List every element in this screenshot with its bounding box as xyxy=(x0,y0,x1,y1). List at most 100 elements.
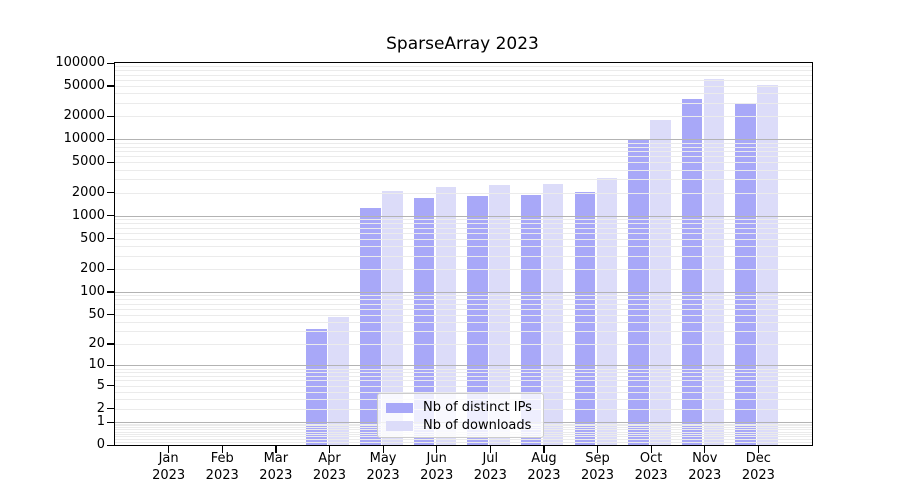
minor-gridline xyxy=(115,246,812,248)
minor-gridline xyxy=(115,255,812,257)
y-tick-label: 0 xyxy=(96,437,105,452)
minor-gridline xyxy=(115,162,812,164)
minor-gridline xyxy=(115,223,812,225)
y-tick-mark xyxy=(107,215,114,217)
x-tick-mark xyxy=(489,446,491,453)
x-tick-mark xyxy=(168,446,170,453)
y-tick-label: 1 xyxy=(96,414,105,429)
minor-gridline xyxy=(115,438,812,440)
bar-distinct-ips xyxy=(306,329,327,445)
y-tick-label: 100000 xyxy=(55,55,105,70)
minor-gridline xyxy=(115,179,812,181)
y-tick-mark xyxy=(107,161,114,164)
legend-label: Nb of downloads xyxy=(423,418,532,433)
minor-gridline xyxy=(115,227,812,229)
y-tick-label: 100 xyxy=(80,283,105,299)
y-tick-mark xyxy=(107,291,114,293)
minor-gridline xyxy=(115,142,812,144)
y-tick-label: 10000 xyxy=(63,131,105,147)
minor-gridline xyxy=(115,151,812,153)
x-tick-mark xyxy=(650,446,652,453)
x-tick-mark xyxy=(436,446,438,453)
bar-distinct-ips xyxy=(413,198,435,445)
legend-label: Nb of distinct IPs xyxy=(423,400,532,415)
bar-downloads xyxy=(703,78,725,445)
x-tick-mark xyxy=(757,446,760,453)
minor-gridline xyxy=(115,66,812,68)
y-tick-label: 5 xyxy=(96,377,105,393)
minor-gridline xyxy=(115,116,812,118)
legend-swatch xyxy=(386,402,413,413)
y-tick-label: 10 xyxy=(88,357,105,373)
minor-gridline xyxy=(115,232,812,234)
minor-gridline xyxy=(115,295,812,297)
y-tick-label: 50000 xyxy=(63,77,105,93)
x-tick-mark xyxy=(221,446,223,453)
y-tick-mark xyxy=(107,268,114,270)
y-tick-label: 20 xyxy=(88,335,105,351)
minor-gridline xyxy=(115,238,812,240)
y-tick-label: 20000 xyxy=(63,108,105,124)
bar-distinct-ips xyxy=(681,98,703,445)
minor-gridline xyxy=(115,331,812,333)
y-tick-mark xyxy=(107,314,114,316)
y-tick-label: 200 xyxy=(80,261,105,277)
minor-gridline xyxy=(115,192,812,194)
plot-area xyxy=(114,62,813,446)
minor-gridline xyxy=(115,441,812,443)
x-tick-mark xyxy=(328,446,331,453)
bar-downloads xyxy=(596,178,618,445)
x-tick-label: Oct 2023 xyxy=(634,451,668,483)
x-tick-label: Apr 2023 xyxy=(312,451,346,483)
x-tick-label: Jul 2023 xyxy=(473,451,507,483)
major-gridline xyxy=(115,291,812,293)
major-gridline xyxy=(115,215,812,217)
x-tick-label: Feb 2023 xyxy=(205,451,239,483)
minor-gridline xyxy=(115,74,812,76)
x-tick-label: Jan 2023 xyxy=(152,451,186,483)
x-tick-mark xyxy=(382,446,384,453)
minor-gridline xyxy=(115,368,812,370)
y-tick-mark xyxy=(107,62,114,64)
x-tick-mark xyxy=(543,446,545,453)
minor-gridline xyxy=(115,314,812,316)
minor-gridline xyxy=(115,380,812,382)
y-tick-mark xyxy=(107,138,114,141)
x-tick-label: Mar 2023 xyxy=(259,451,293,483)
x-tick-label: Aug 2023 xyxy=(527,451,561,483)
minor-gridline xyxy=(115,85,812,87)
bar-downloads xyxy=(382,191,403,445)
legend: Nb of distinct IPs Nb of downloads xyxy=(377,393,544,438)
minor-gridline xyxy=(115,156,812,158)
y-tick-mark xyxy=(107,115,114,118)
y-tick-mark xyxy=(107,238,114,240)
minor-gridline xyxy=(115,219,812,221)
y-tick-label: 2 xyxy=(96,400,105,416)
minor-gridline xyxy=(115,269,812,271)
bar-distinct-ips xyxy=(467,196,488,445)
x-tick-label: Nov 2023 xyxy=(688,451,722,483)
minor-gridline xyxy=(115,93,812,95)
y-tick-mark xyxy=(107,421,114,423)
minor-gridline xyxy=(115,303,812,305)
x-tick-label: May 2023 xyxy=(366,451,400,483)
legend-entry: Nb of downloads xyxy=(378,417,543,434)
bar-downloads xyxy=(650,119,671,445)
minor-gridline xyxy=(115,308,812,310)
minor-gridline xyxy=(115,321,812,323)
major-gridline xyxy=(115,139,812,141)
y-tick-label: 5000 xyxy=(71,154,105,170)
x-tick-mark xyxy=(597,446,599,453)
bar-distinct-ips xyxy=(735,104,756,445)
x-tick-mark xyxy=(275,446,277,453)
y-tick-mark xyxy=(107,385,114,387)
y-tick-mark xyxy=(107,343,114,345)
minor-gridline xyxy=(115,391,812,393)
minor-gridline xyxy=(115,372,812,374)
legend-entry: Nb of distinct IPs xyxy=(378,399,543,416)
minor-gridline xyxy=(115,79,812,81)
bar-downloads xyxy=(757,85,778,445)
y-tick-label: 500 xyxy=(80,230,105,246)
x-tick-label: Dec 2023 xyxy=(741,451,775,483)
